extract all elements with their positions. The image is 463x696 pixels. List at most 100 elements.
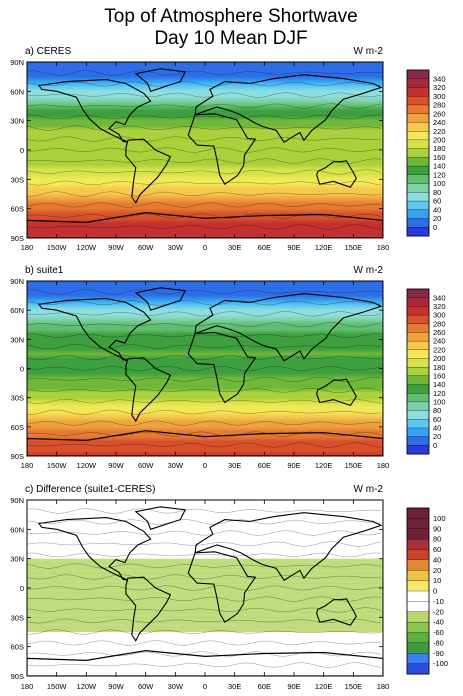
lon-tick-label: 30E [228, 682, 241, 691]
units-label: W m-2 [354, 484, 384, 495]
contour-line [27, 354, 382, 361]
lon-tick-label: 120W [77, 243, 98, 252]
colorbar-swatch [406, 323, 430, 333]
colorbar-label: 100 [433, 514, 446, 523]
colorbar-label: 220 [433, 127, 446, 136]
colorbar-swatch [406, 122, 430, 132]
colorbar-label: 140 [433, 380, 446, 389]
contour-line [27, 409, 382, 415]
colorbar-frame [406, 288, 430, 455]
lon-tick-label: 150W [47, 461, 68, 470]
diff-band [27, 617, 383, 623]
colorbar-label: 240 [433, 337, 446, 346]
colorbar-label: 80 [433, 535, 441, 544]
map-field [27, 62, 383, 238]
colorbar-swatch [406, 559, 430, 571]
colorbar-label: 340 [433, 293, 446, 302]
colorbar-label: 140 [433, 162, 446, 171]
lat-tick-label: 90S [11, 672, 24, 681]
colorbar-label: 20 [433, 432, 441, 441]
continent-outline [37, 517, 152, 581]
colorbar-label: 120 [433, 170, 446, 179]
diff-band [27, 641, 383, 648]
lon-tick-label: 120W [77, 461, 98, 470]
contour-line [27, 431, 382, 437]
lat-tick-label: 60N [10, 306, 24, 315]
continent-outline [187, 113, 257, 185]
diff-band [27, 568, 383, 574]
colorbar-label: 60 [433, 545, 441, 554]
contour-line [27, 81, 382, 87]
diff-band [27, 553, 383, 560]
lon-tick-label: 60W [138, 682, 154, 691]
colorbar-swatch [406, 507, 430, 519]
diff-band [27, 607, 383, 614]
colorbar-swatch [406, 104, 430, 115]
colorbar-label: 0 [433, 441, 437, 450]
colorbar-swatch [406, 538, 430, 550]
lon-tick-label: 30W [168, 461, 184, 470]
diff-band [27, 597, 383, 604]
colorbar-label: 40 [433, 205, 441, 214]
colorbar-label: 280 [433, 101, 446, 110]
contour-line [27, 92, 382, 98]
colorbar-swatch [406, 340, 430, 351]
diff-band [27, 558, 383, 565]
diff-band [27, 588, 383, 594]
colorbar-swatch [406, 288, 430, 299]
contour-line [27, 442, 382, 448]
colorbar-swatch [406, 349, 430, 359]
colorbar-swatch [406, 528, 430, 540]
lon-tick-label: 90W [108, 682, 124, 691]
lon-tick-label: 180 [377, 243, 390, 252]
colorbar-swatch [406, 590, 430, 602]
colorbar-swatch [406, 570, 430, 582]
contour-line [27, 387, 382, 393]
colorbar-label: 180 [433, 144, 446, 153]
lon-tick-label: 60E [258, 243, 271, 252]
continent-outline [134, 68, 187, 92]
diff-band [27, 592, 383, 599]
lon-tick-label: 90E [287, 243, 300, 252]
lat-tick-label: 30S [11, 613, 24, 622]
lon-tick-label: 180 [377, 682, 390, 691]
contour-line [27, 70, 382, 76]
colorbar-swatch [406, 393, 430, 403]
lon-tick-label: 180 [21, 243, 34, 252]
lat-tick-label: 90S [11, 452, 24, 461]
panel-label: a) CERES [25, 46, 71, 57]
contour-line [27, 651, 382, 657]
colorbar-swatch [406, 601, 430, 613]
diff-band [27, 627, 383, 633]
panel-3: c) Difference (suite1-CERES) W m-2 90N 60N 3… [10, 484, 448, 691]
continent-outline [194, 512, 383, 581]
lon-tick-label: 0 [203, 243, 207, 252]
colorbar-label: 80 [433, 406, 441, 415]
colorbar-swatch [406, 427, 430, 438]
colorbar-label: -90 [433, 649, 444, 658]
contour-line [27, 563, 382, 569]
units-label: W m-2 [354, 265, 384, 276]
lat-tick-label: 60N [10, 525, 24, 534]
contour-line [27, 574, 382, 580]
panel-label: c) Difference (suite1-CERES) [25, 484, 155, 495]
colorbar-swatch [406, 632, 430, 644]
colorbar-label: 160 [433, 153, 446, 162]
lon-tick-label: 30W [168, 243, 184, 252]
contour-line [27, 365, 382, 372]
lon-tick-label: 90E [287, 461, 300, 470]
colorbar-swatch [406, 518, 430, 530]
continent-outline [37, 79, 152, 143]
contour-line [27, 585, 382, 591]
colorbar-label: 0 [433, 223, 437, 232]
lon-tick-label: 0 [203, 682, 207, 691]
contour-line [27, 596, 382, 602]
colorbar-label: 10 [433, 576, 441, 585]
contour-line [27, 114, 382, 120]
continent-outline [27, 649, 383, 676]
lon-tick-label: 30W [168, 682, 184, 691]
lon-tick-label: 30E [228, 461, 241, 470]
contour-line [27, 224, 382, 230]
colorbar-label: 340 [433, 74, 446, 83]
colorbar-swatch [406, 227, 430, 237]
